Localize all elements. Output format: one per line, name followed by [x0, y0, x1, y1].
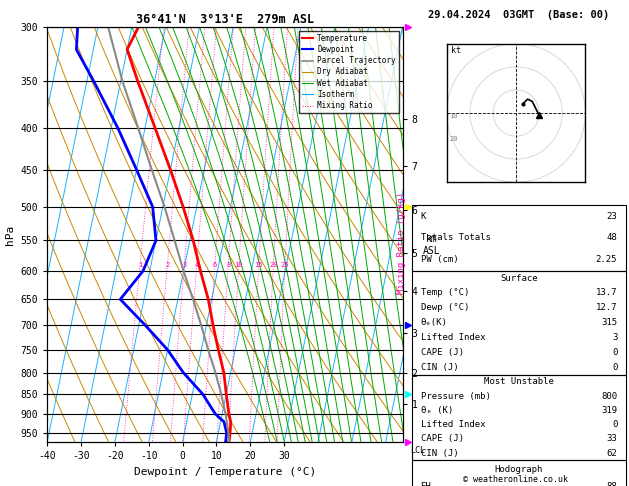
Text: θₑ(K): θₑ(K) [421, 318, 447, 327]
Text: Temp (°C): Temp (°C) [421, 288, 469, 297]
Text: CIN (J): CIN (J) [421, 449, 458, 458]
Text: 20: 20 [449, 136, 458, 142]
Bar [412, 205, 626, 271]
Text: CAPE (J): CAPE (J) [421, 348, 464, 357]
Text: 23: 23 [606, 211, 617, 221]
Text: EH: EH [421, 483, 431, 486]
Text: PW (cm): PW (cm) [421, 255, 458, 264]
Text: 0: 0 [612, 348, 617, 357]
Text: Pressure (mb): Pressure (mb) [421, 392, 491, 400]
X-axis label: Dewpoint / Temperature (°C): Dewpoint / Temperature (°C) [134, 467, 316, 477]
Bar [412, 460, 626, 486]
Text: 20: 20 [269, 262, 277, 268]
Text: 3: 3 [182, 262, 186, 268]
Text: Hodograph: Hodograph [495, 465, 543, 474]
Text: Mixing Ratio (g/kg): Mixing Ratio (g/kg) [397, 192, 406, 294]
Title: 36°41'N  3°13'E  279m ASL: 36°41'N 3°13'E 279m ASL [136, 13, 314, 26]
Text: 12.7: 12.7 [596, 303, 617, 312]
Text: 0: 0 [612, 420, 617, 429]
Y-axis label: hPa: hPa [5, 225, 15, 244]
Text: CAPE (J): CAPE (J) [421, 434, 464, 444]
Text: kt: kt [452, 46, 462, 55]
Text: 319: 319 [601, 406, 617, 415]
Text: 1: 1 [138, 262, 142, 268]
Y-axis label: km
ASL: km ASL [423, 235, 440, 256]
Text: 33: 33 [606, 434, 617, 444]
Text: Lifted Index: Lifted Index [421, 333, 485, 342]
Text: 0: 0 [612, 363, 617, 372]
Text: 800: 800 [601, 392, 617, 400]
Text: Lifted Index: Lifted Index [421, 420, 485, 429]
Text: 2: 2 [165, 262, 169, 268]
Text: K: K [421, 211, 426, 221]
Text: 48: 48 [606, 233, 617, 243]
Text: 29.04.2024  03GMT  (Base: 00): 29.04.2024 03GMT (Base: 00) [428, 10, 610, 20]
Text: 8: 8 [226, 262, 230, 268]
Text: 10: 10 [449, 113, 458, 119]
Text: 25: 25 [281, 262, 289, 268]
Text: 10: 10 [235, 262, 243, 268]
Text: CIN (J): CIN (J) [421, 363, 458, 372]
Text: θₑ (K): θₑ (K) [421, 406, 453, 415]
Text: 3: 3 [612, 333, 617, 342]
Text: © weatheronline.co.uk: © weatheronline.co.uk [464, 474, 568, 484]
Text: Most Unstable: Most Unstable [484, 377, 554, 386]
Text: 4: 4 [194, 262, 199, 268]
Bar [412, 375, 626, 460]
Text: Totals Totals: Totals Totals [421, 233, 491, 243]
Text: 2.25: 2.25 [596, 255, 617, 264]
Text: 62: 62 [606, 449, 617, 458]
Text: LCL: LCL [409, 447, 425, 455]
Text: Dewp (°C): Dewp (°C) [421, 303, 469, 312]
Text: 6: 6 [213, 262, 217, 268]
Text: 13.7: 13.7 [596, 288, 617, 297]
Legend: Temperature, Dewpoint, Parcel Trajectory, Dry Adiabat, Wet Adiabat, Isotherm, Mi: Temperature, Dewpoint, Parcel Trajectory… [299, 31, 399, 113]
Text: 315: 315 [601, 318, 617, 327]
Bar [412, 271, 626, 375]
Text: 15: 15 [255, 262, 263, 268]
Text: 88: 88 [606, 483, 617, 486]
Text: Surface: Surface [500, 274, 538, 282]
